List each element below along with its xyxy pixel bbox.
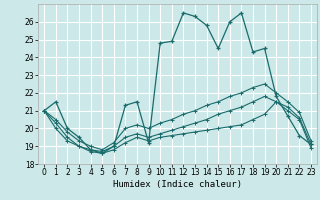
X-axis label: Humidex (Indice chaleur): Humidex (Indice chaleur) — [113, 180, 242, 189]
